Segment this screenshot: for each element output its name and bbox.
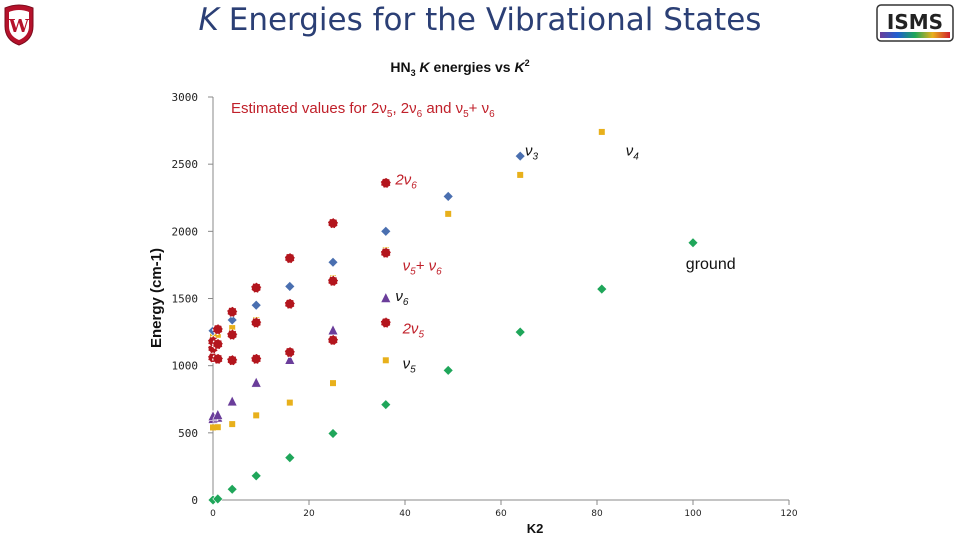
y-tick-label: 0 <box>191 494 198 507</box>
series-annotation: 2ν5 <box>402 320 425 340</box>
slide-title: K Energies for the Vibrational States <box>0 2 960 38</box>
series-annotation: ν6 <box>395 288 409 308</box>
point-2nu6 <box>212 353 224 365</box>
point-ground <box>596 283 608 295</box>
point-nu5 <box>253 412 260 419</box>
point-nu3 <box>226 314 238 326</box>
point-nu5 <box>210 424 216 431</box>
point-2nu6 <box>284 252 296 264</box>
point-2nu6 <box>226 306 238 318</box>
point-2nu6 <box>250 317 262 329</box>
point-nu5-plus-nu6 <box>445 210 452 217</box>
point-2nu6 <box>327 217 339 229</box>
point-2nu6 <box>226 354 238 366</box>
point-nu3 <box>514 150 526 162</box>
series-annotation: ν5 <box>403 355 417 375</box>
point-2nu6 <box>226 329 238 341</box>
point-2nu6 <box>284 298 296 310</box>
series-annotation: ν3 <box>525 142 539 162</box>
point-nu6 <box>380 291 392 303</box>
y-tick-label: 2000 <box>172 225 199 238</box>
point-2nu6 <box>250 353 262 365</box>
point-nu3 <box>380 225 392 237</box>
point-ground <box>284 452 296 464</box>
chart-title: HN3 K energies vs K2 <box>390 58 529 78</box>
point-2nu6 <box>380 317 392 329</box>
point-nu5 <box>382 357 389 364</box>
point-ground <box>226 483 238 495</box>
university-crest-logo: W <box>4 4 34 46</box>
point-nu5 <box>330 380 336 387</box>
x-tick-label: 100 <box>684 509 701 519</box>
point-nu5 <box>229 421 236 428</box>
point-nu5-plus-nu6 <box>517 171 524 178</box>
chart-subtitle: Estimated values for 2ν5, 2ν6 and ν5+ ν6 <box>231 100 495 120</box>
point-nu5 <box>214 424 221 431</box>
series-annotation: ground <box>686 256 736 273</box>
y-tick-label: 1000 <box>172 360 199 373</box>
point-2nu6 <box>327 275 339 287</box>
isms-logo-text: ISMS <box>887 10 943 34</box>
point-nu5-plus-nu6 <box>598 128 605 135</box>
point-2nu5 <box>250 376 262 388</box>
point-2nu5 <box>226 395 238 407</box>
point-2nu6 <box>284 346 296 358</box>
point-ground <box>212 493 224 505</box>
point-2nu6 <box>212 323 224 335</box>
point-nu3 <box>284 280 296 292</box>
series-annotation: 2ν6 <box>394 171 417 191</box>
point-2nu6 <box>380 247 392 259</box>
isms-logo: ISMS <box>876 4 954 42</box>
point-nu5 <box>286 399 293 406</box>
point-nu3 <box>327 256 339 268</box>
point-ground <box>442 364 454 376</box>
x-tick-label: 40 <box>399 509 411 519</box>
y-tick-label: 2500 <box>172 158 199 171</box>
y-tick-label: 3000 <box>172 91 199 104</box>
point-2nu5 <box>327 324 339 336</box>
point-2nu6 <box>212 338 224 350</box>
point-ground <box>514 326 526 338</box>
x-axis-title: K2 <box>527 521 544 536</box>
x-tick-label: 20 <box>303 509 315 519</box>
point-2nu6 <box>327 334 339 346</box>
y-tick-label: 1500 <box>172 293 199 306</box>
series-annotation: ν5+ ν6 <box>403 257 443 277</box>
point-ground <box>327 428 339 439</box>
point-nu3 <box>442 190 454 202</box>
point-2nu5 <box>284 353 296 365</box>
y-axis-title: Energy (cm-1) <box>148 248 165 348</box>
point-nu3 <box>250 299 262 311</box>
slide-title-rest: Energies for the Vibrational States <box>218 2 762 38</box>
point-nu6 <box>212 408 224 420</box>
y-tick-label: 500 <box>178 427 198 440</box>
x-tick-label: 120 <box>780 509 797 519</box>
point-ground <box>687 237 699 249</box>
point-2nu6 <box>250 282 262 294</box>
point-nu5-plus-nu6 <box>229 325 236 332</box>
x-tick-label: 80 <box>591 509 603 519</box>
x-tick-label: 60 <box>495 509 507 519</box>
point-ground <box>250 470 262 482</box>
svg-text:W: W <box>8 16 30 37</box>
x-tick-label: 0 <box>210 509 216 519</box>
series-annotation: ν4 <box>626 142 640 162</box>
slide-title-k: K <box>198 2 219 38</box>
point-ground <box>380 399 392 411</box>
point-2nu6 <box>380 177 392 189</box>
